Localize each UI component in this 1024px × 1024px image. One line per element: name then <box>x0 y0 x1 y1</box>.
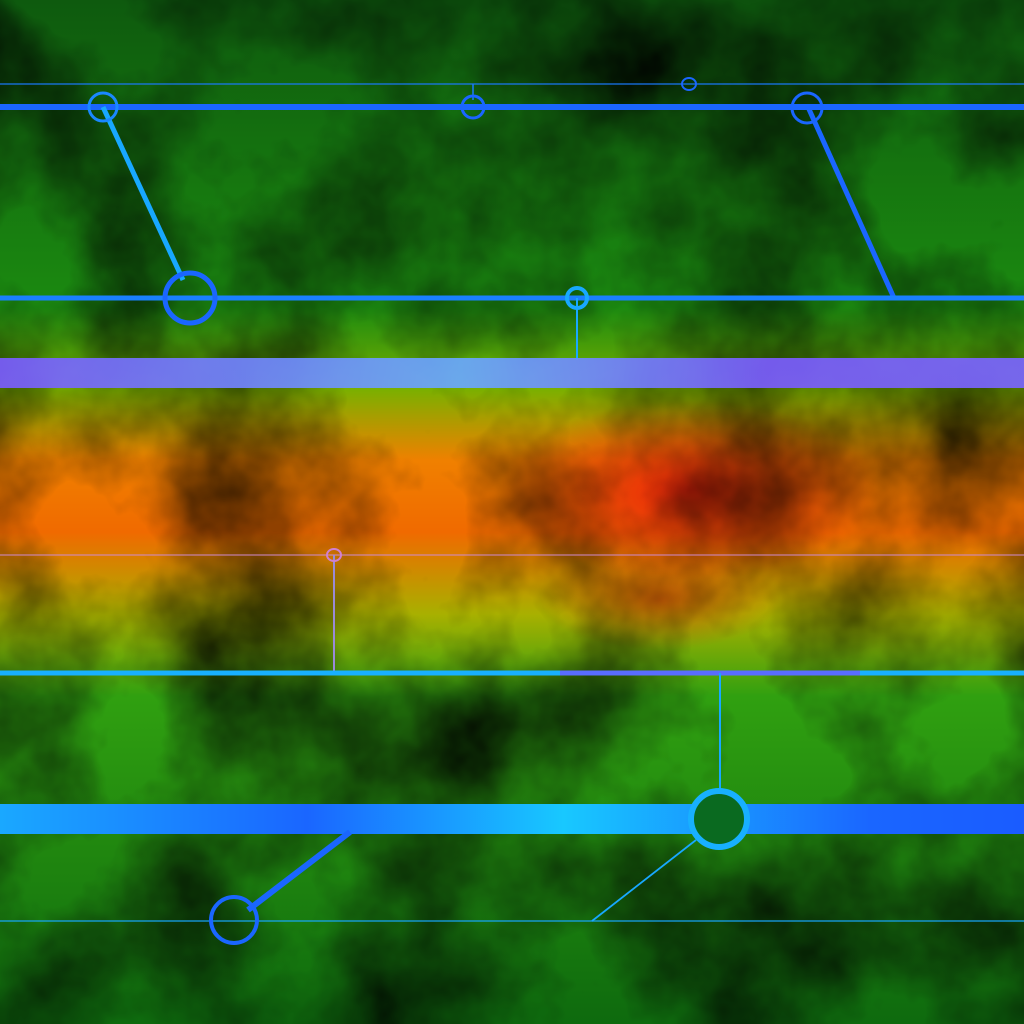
node-band-large <box>691 791 747 847</box>
band-violet <box>0 358 1024 388</box>
band-blue <box>0 804 1024 834</box>
